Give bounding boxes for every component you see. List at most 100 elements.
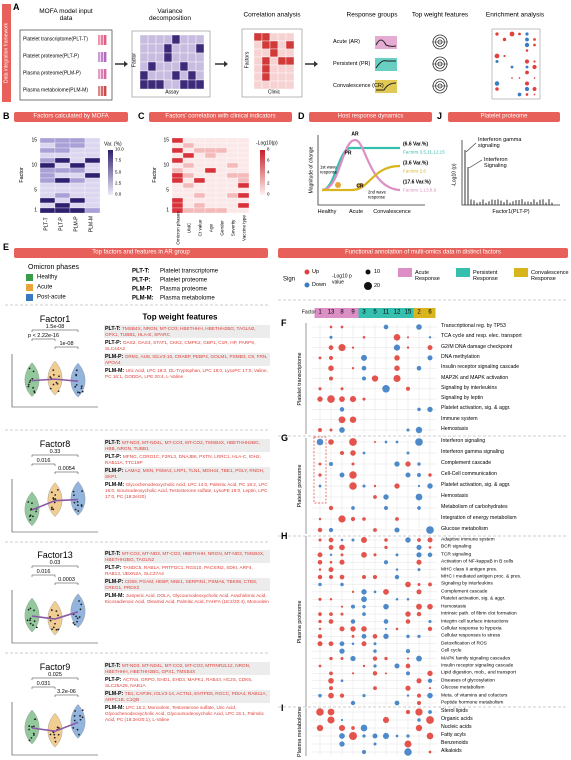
x-tick-label: PLT-P: [58, 217, 65, 231]
enrich-dot: [518, 77, 521, 79]
sample-point: [27, 501, 30, 503]
assay-label: PLM-P:: [105, 353, 125, 360]
sample-point: [49, 616, 51, 618]
pathway-label: Platelet activation, sig. & aggr.: [441, 482, 511, 489]
corr-cell: [171, 147, 184, 154]
variance-cell: [69, 197, 86, 204]
factor-number: 1: [318, 309, 322, 316]
factor-header: [314, 308, 326, 318]
corr-cell: [182, 147, 195, 154]
feature-list: CD59, PGAM, HEBP, NNE1, SERPIN1, PSMA6, …: [105, 578, 258, 591]
legend-title: Omicron phases: [28, 264, 79, 272]
panel-title: Top factors and features in AR group: [92, 249, 190, 256]
enrichment-dot: [328, 537, 334, 543]
corr-cell: [215, 197, 228, 204]
enrichment-dot: [406, 346, 410, 349]
feature-group: PLM-P: TB1, CAP3N, IGLV3-14, ACTN1, ENTP…: [104, 690, 270, 704]
sample-point: [32, 515, 34, 518]
corr-cell: [215, 177, 228, 184]
variance-cell: [54, 167, 71, 174]
corr-cell: [226, 152, 239, 159]
factor-header: [369, 308, 381, 318]
trend-line: [31, 378, 79, 382]
assay-label: PLM-M:: [105, 592, 126, 599]
variance-cell: [69, 207, 86, 214]
y-tick-label: 15: [163, 136, 169, 143]
variance-cell: [147, 61, 157, 72]
corr-cell: [226, 202, 239, 209]
enrichment-dot: [349, 471, 357, 479]
factor-name: Factor9: [39, 662, 71, 673]
sample-point: [52, 508, 55, 511]
enrichment-dot: [405, 619, 411, 624]
enrichment-dot: [405, 709, 411, 715]
violin: [47, 360, 63, 396]
factor-name: Factor1: [39, 314, 71, 325]
enrichment-dot: [349, 396, 357, 403]
enrichment-dot: [393, 344, 401, 351]
trend-line: [31, 611, 79, 620]
enrichment-dot: [395, 627, 399, 631]
side-label: Data integration framework: [2, 22, 9, 84]
enrichment-dot: [416, 700, 422, 706]
arrow-head: [124, 61, 128, 67]
y-tick-label: 1: [34, 206, 37, 213]
enrichment-dot: [318, 597, 322, 601]
enrichment-dot: [406, 451, 410, 455]
abbr-full: Plasma metabolome: [160, 295, 215, 302]
factor-number: 15: [404, 309, 412, 316]
enrichment-dot: [328, 505, 334, 511]
corr-cell: [171, 162, 184, 169]
legend-dot: [304, 282, 310, 288]
legend-bar: [260, 150, 265, 195]
enrichment-dot: [340, 387, 344, 391]
enrichment-dot: [318, 664, 322, 668]
bracket: [31, 338, 56, 341]
enrichment-dot: [339, 733, 345, 739]
variance-cell: [84, 172, 101, 179]
feature-list: LAMA2, MSN, PSMA2, LRP1, TLN1, MDH44, TB…: [105, 467, 265, 480]
enrichment-dot: [318, 462, 322, 466]
legend-bar: [108, 150, 113, 195]
feature-group: PLM-M: Uric Acid, LPC 18:2, DL-Tryptopha…: [104, 367, 270, 381]
variance-cell: [139, 43, 149, 54]
variance-cell: [84, 167, 101, 174]
legend-tick: 10.0: [115, 146, 124, 152]
corr-cell: [204, 192, 217, 199]
assay-label: PLT-T:: [105, 439, 122, 446]
enrichment-dot: [428, 687, 432, 690]
title-bar: [149, 112, 292, 122]
variance-cell: [39, 157, 56, 164]
enrichment-dot: [372, 574, 378, 580]
corr-cell: [171, 142, 184, 149]
enrichment-dot: [339, 396, 345, 402]
enrich-dot: [517, 92, 522, 97]
variance-cell: [171, 43, 181, 54]
enrich-dot: [518, 32, 521, 36]
factor-number: 5: [373, 309, 377, 316]
variance-cell: [147, 43, 157, 54]
corr-cell: [215, 192, 228, 199]
feature-group: PLM-P: ORM1, AU8, IGLV3-10, CRABP, PEBP4…: [104, 353, 270, 367]
variance-cell: [54, 192, 71, 199]
group-label: Acute (AR): [333, 38, 360, 45]
enrichment-dot: [317, 641, 323, 647]
p-value: 3.2e-06: [57, 688, 76, 695]
pathway-label: G2/M DNA damage checkpoint: [441, 343, 513, 350]
pathway-label: Glucose metabolism: [441, 526, 488, 533]
corr-cell: [182, 187, 195, 194]
corr-cell: [171, 167, 184, 174]
variance-cell: [84, 202, 101, 209]
corr-cell: [171, 177, 184, 184]
corr-cell: [215, 137, 228, 144]
corr-cell: [253, 64, 263, 74]
enrichment-dot: [318, 619, 322, 624]
variance-cell: [139, 61, 149, 72]
enrichment-dot: [361, 551, 367, 558]
enrich-dot: [524, 81, 530, 86]
pathway-label: Immune system: [441, 415, 478, 422]
pointer: [468, 159, 483, 169]
enrichment-dot: [406, 597, 410, 601]
axis-label: Assay: [165, 89, 179, 96]
sample-point: [28, 725, 31, 727]
